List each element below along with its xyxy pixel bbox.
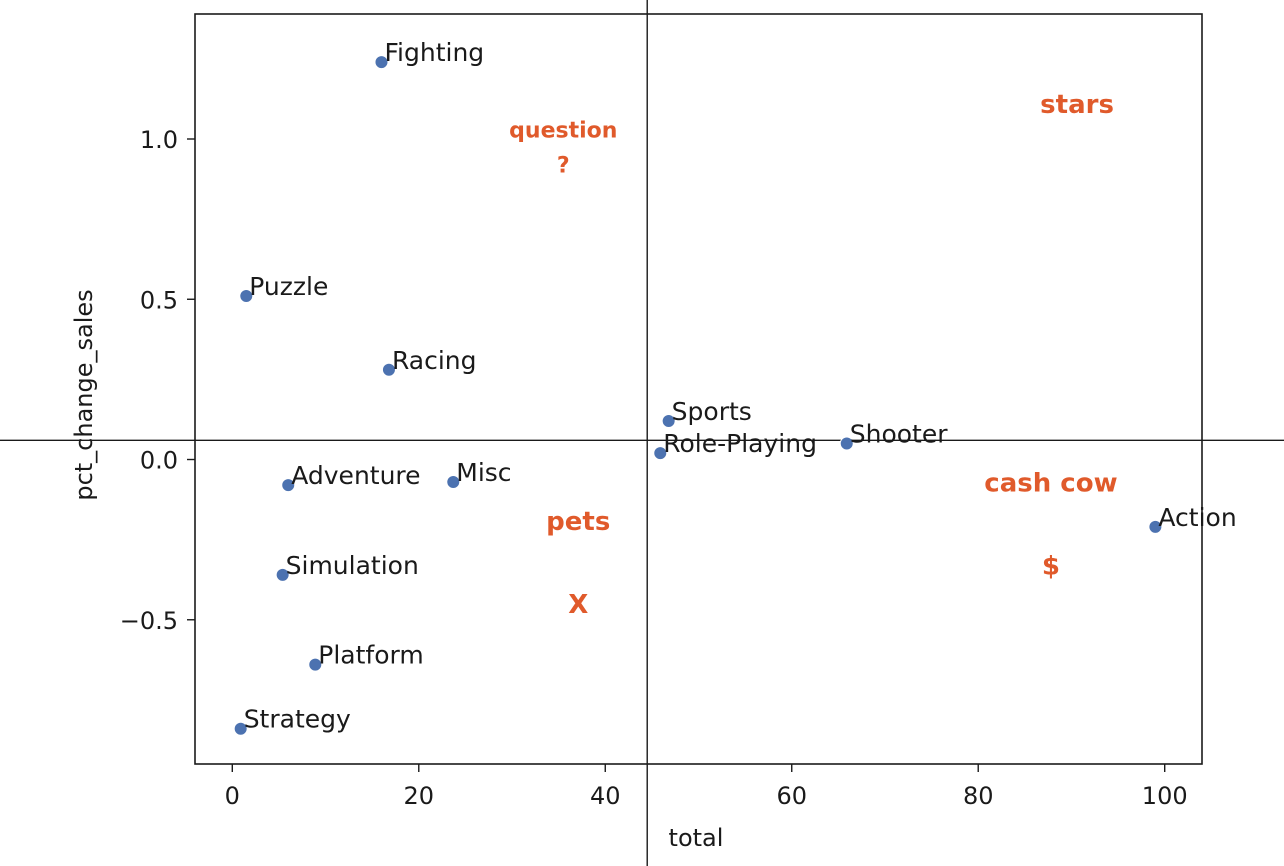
x-tick-label: 60 xyxy=(776,782,807,810)
point-label: Sports xyxy=(672,397,752,426)
quadrant-annotation: X xyxy=(568,590,588,620)
data-point xyxy=(446,474,461,489)
data-point xyxy=(374,55,389,70)
point-labels: Fighting Puzzle Racing Sports Shooter Role-Pl… xyxy=(244,38,1237,734)
quadrant-annotation: stars xyxy=(1040,90,1114,120)
point-label: Racing xyxy=(392,346,477,375)
data-point xyxy=(653,446,668,461)
data-point xyxy=(661,414,676,429)
quadrant-annotation: cash cow xyxy=(984,468,1117,498)
x-tick-label: 0 xyxy=(225,782,240,810)
quadrant-annotation: pets xyxy=(546,507,610,537)
point-label: Action xyxy=(1158,503,1236,532)
y-axis-label: pct_change_sales xyxy=(70,289,98,500)
data-points xyxy=(233,55,1163,736)
quadrant-annotation: ? xyxy=(557,154,570,179)
quadrant-annotation: $ xyxy=(1042,552,1060,582)
point-label: Fighting xyxy=(384,38,484,67)
data-point xyxy=(239,289,254,304)
y-tick-label: −0.5 xyxy=(120,607,178,635)
point-label: Strategy xyxy=(244,705,351,734)
y-axis-ticks: −0.5 0.0 0.5 1.0 xyxy=(120,126,195,635)
point-label: Adventure xyxy=(291,461,420,490)
plot-frame xyxy=(194,13,1203,765)
point-label: Misc xyxy=(456,458,511,487)
x-tick-label: 80 xyxy=(963,782,994,810)
x-tick-label: 20 xyxy=(404,782,435,810)
y-tick-label: 0.0 xyxy=(140,447,178,475)
y-tick-label: 1.0 xyxy=(140,126,178,154)
data-point xyxy=(308,657,323,672)
data-point xyxy=(281,478,296,493)
data-point xyxy=(1148,519,1163,534)
point-label: Platform xyxy=(318,641,423,670)
data-point xyxy=(233,721,248,736)
point-label: Shooter xyxy=(850,419,948,448)
data-point xyxy=(275,567,290,582)
x-axis-ticks: 0 20 40 60 80 100 xyxy=(225,764,1188,810)
point-label: Role-Playing xyxy=(663,429,817,458)
x-axis-label: total xyxy=(669,824,724,852)
data-point xyxy=(839,436,854,451)
quadrant-annotations: stars question? cash cow $ pets X xyxy=(509,90,1117,620)
x-tick-label: 40 xyxy=(590,782,621,810)
x-tick-label: 100 xyxy=(1142,782,1188,810)
point-label: Puzzle xyxy=(249,272,328,301)
quadrant-annotation: question xyxy=(509,118,617,143)
y-tick-label: 0.5 xyxy=(140,286,178,314)
data-point xyxy=(381,362,396,377)
point-label: Simulation xyxy=(286,551,419,580)
